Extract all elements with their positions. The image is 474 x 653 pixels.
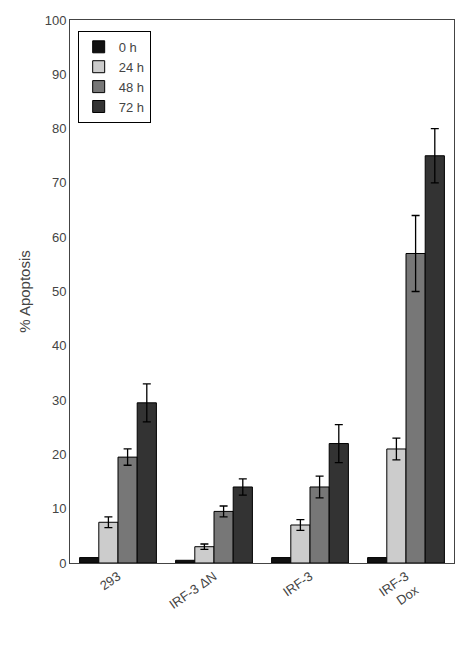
svg-text:293: 293 — [97, 569, 123, 594]
svg-text:80: 80 — [52, 121, 66, 136]
svg-text:30: 30 — [52, 393, 66, 408]
svg-text:48 h: 48 h — [119, 80, 144, 95]
svg-text:50: 50 — [52, 284, 66, 299]
svg-text:90: 90 — [52, 67, 66, 82]
svg-text:40: 40 — [52, 338, 66, 353]
svg-text:10: 10 — [52, 501, 66, 516]
svg-text:% Apoptosis: % Apoptosis — [16, 250, 33, 333]
svg-text:70: 70 — [52, 175, 66, 190]
svg-text:24 h: 24 h — [119, 60, 144, 75]
svg-text:0: 0 — [59, 556, 66, 571]
svg-text:IRF-3: IRF-3 — [280, 569, 315, 600]
svg-text:60: 60 — [52, 230, 66, 245]
svg-text:IRF-3 ΔN: IRF-3 ΔN — [166, 569, 219, 612]
svg-text:72 h: 72 h — [119, 100, 144, 115]
svg-text:IRF-3Dox: IRF-3Dox — [376, 568, 421, 613]
svg-text:0 h: 0 h — [119, 40, 137, 55]
svg-text:20: 20 — [52, 447, 66, 462]
svg-text:100: 100 — [45, 13, 67, 28]
